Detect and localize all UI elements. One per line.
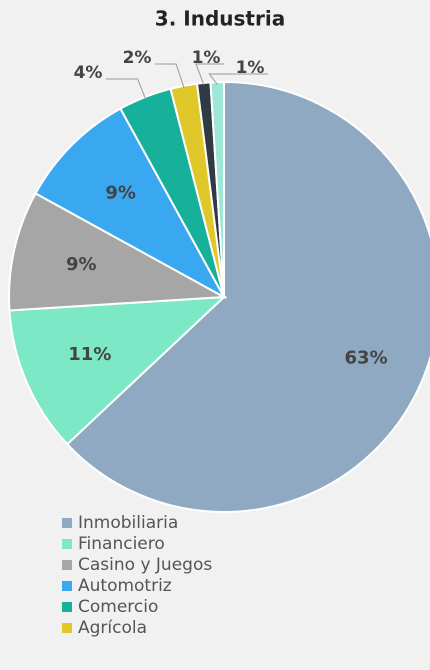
legend-label: Financiero <box>78 534 165 554</box>
legend-swatch <box>62 560 72 570</box>
legend-label: Inmobiliaria <box>78 513 178 533</box>
legend-swatch <box>62 602 72 612</box>
pie-slice <box>8 295 227 446</box>
legend-swatch <box>62 518 72 528</box>
legend-swatch <box>62 581 72 591</box>
leader-line <box>208 73 268 85</box>
legend-swatch <box>62 623 72 633</box>
legend-swatch <box>62 539 72 549</box>
leader-line <box>195 63 224 86</box>
pie-slice <box>209 80 225 298</box>
legend-label: Comercio <box>78 597 158 617</box>
legend-label: Automotriz <box>78 576 172 596</box>
legend-label: Casino y Juegos <box>78 555 212 575</box>
leader-line <box>106 78 147 100</box>
leader-line <box>155 63 185 89</box>
data-label: 2% <box>123 48 152 68</box>
data-label: 9% <box>105 183 136 204</box>
data-label: 63% <box>345 347 388 368</box>
data-label: 4% <box>74 63 103 83</box>
pie-slice <box>34 107 227 300</box>
legend-label: Agrícola <box>78 618 147 638</box>
pie-slice <box>8 192 228 312</box>
data-label: 1% <box>192 48 221 68</box>
data-label: 11% <box>68 344 111 365</box>
pie-slice <box>65 80 430 513</box>
data-label: 9% <box>66 254 97 275</box>
data-label: 1% <box>236 58 265 78</box>
chart-title: 3. Industria <box>155 7 285 31</box>
